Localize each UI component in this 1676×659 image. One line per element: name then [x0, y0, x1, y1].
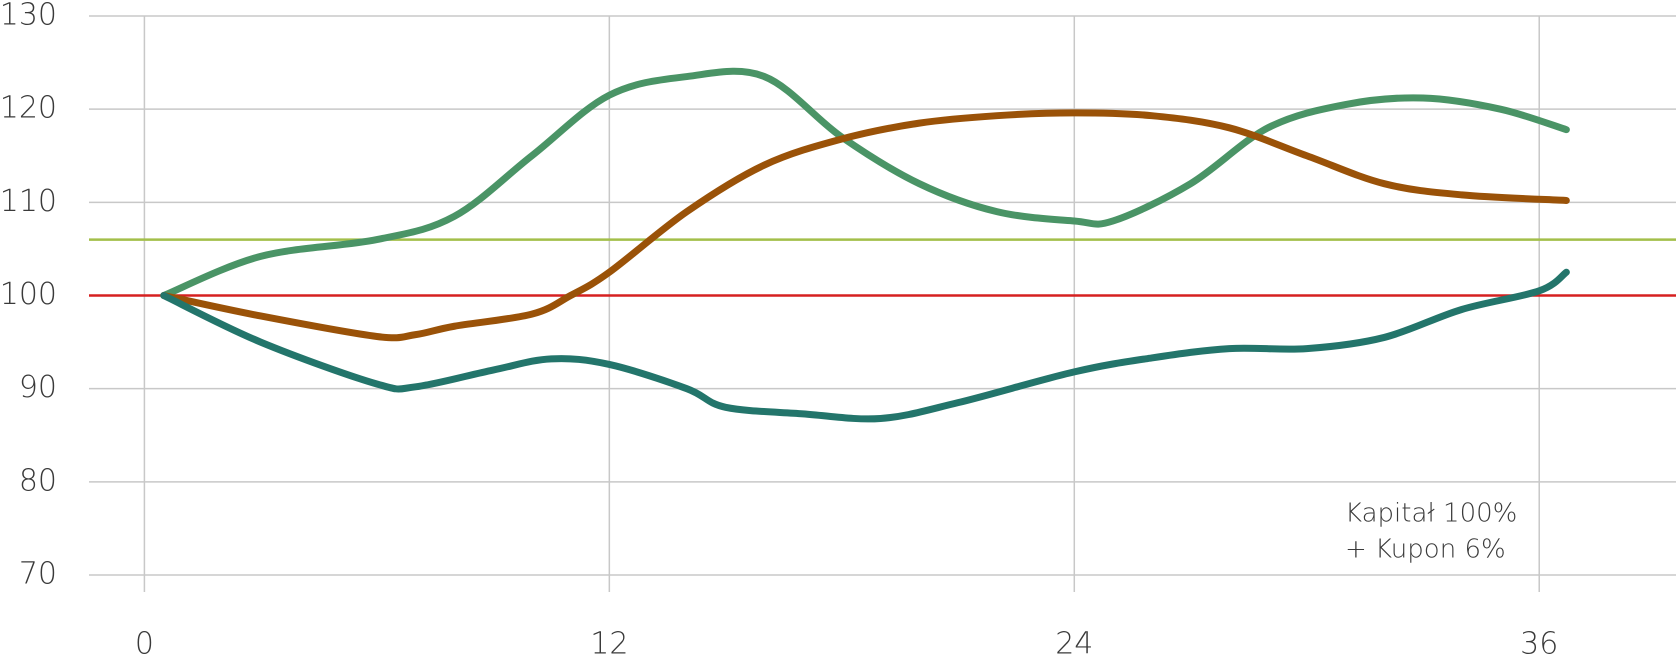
y-tick-label: 70	[19, 557, 57, 592]
series-lines	[160, 67, 1570, 423]
x-tick-label: 0	[135, 627, 154, 659]
x-tick-label: 36	[1520, 627, 1558, 659]
annotation: + Kupon 6%	[1345, 535, 1506, 565]
y-tick-label: 100	[0, 277, 57, 312]
y-tick-label: 80	[19, 463, 57, 498]
reference-lines	[89, 238, 1676, 297]
series-line	[160, 109, 1570, 342]
series-line	[160, 67, 1570, 299]
labels: 70 80 90 100 110 120 130 0 12 24 36 Kapitał 100% + K…	[0, 0, 1558, 659]
annotation: Kapitał 100%	[1345, 499, 1517, 529]
y-tick-label: 90	[19, 370, 57, 405]
series-line	[160, 268, 1570, 423]
y-tick-label: 130	[0, 0, 57, 33]
x-tick-label: 12	[590, 627, 628, 659]
y-tick-label: 120	[0, 91, 57, 126]
x-tick-label: 24	[1055, 627, 1093, 659]
y-tick-label: 110	[0, 184, 57, 219]
